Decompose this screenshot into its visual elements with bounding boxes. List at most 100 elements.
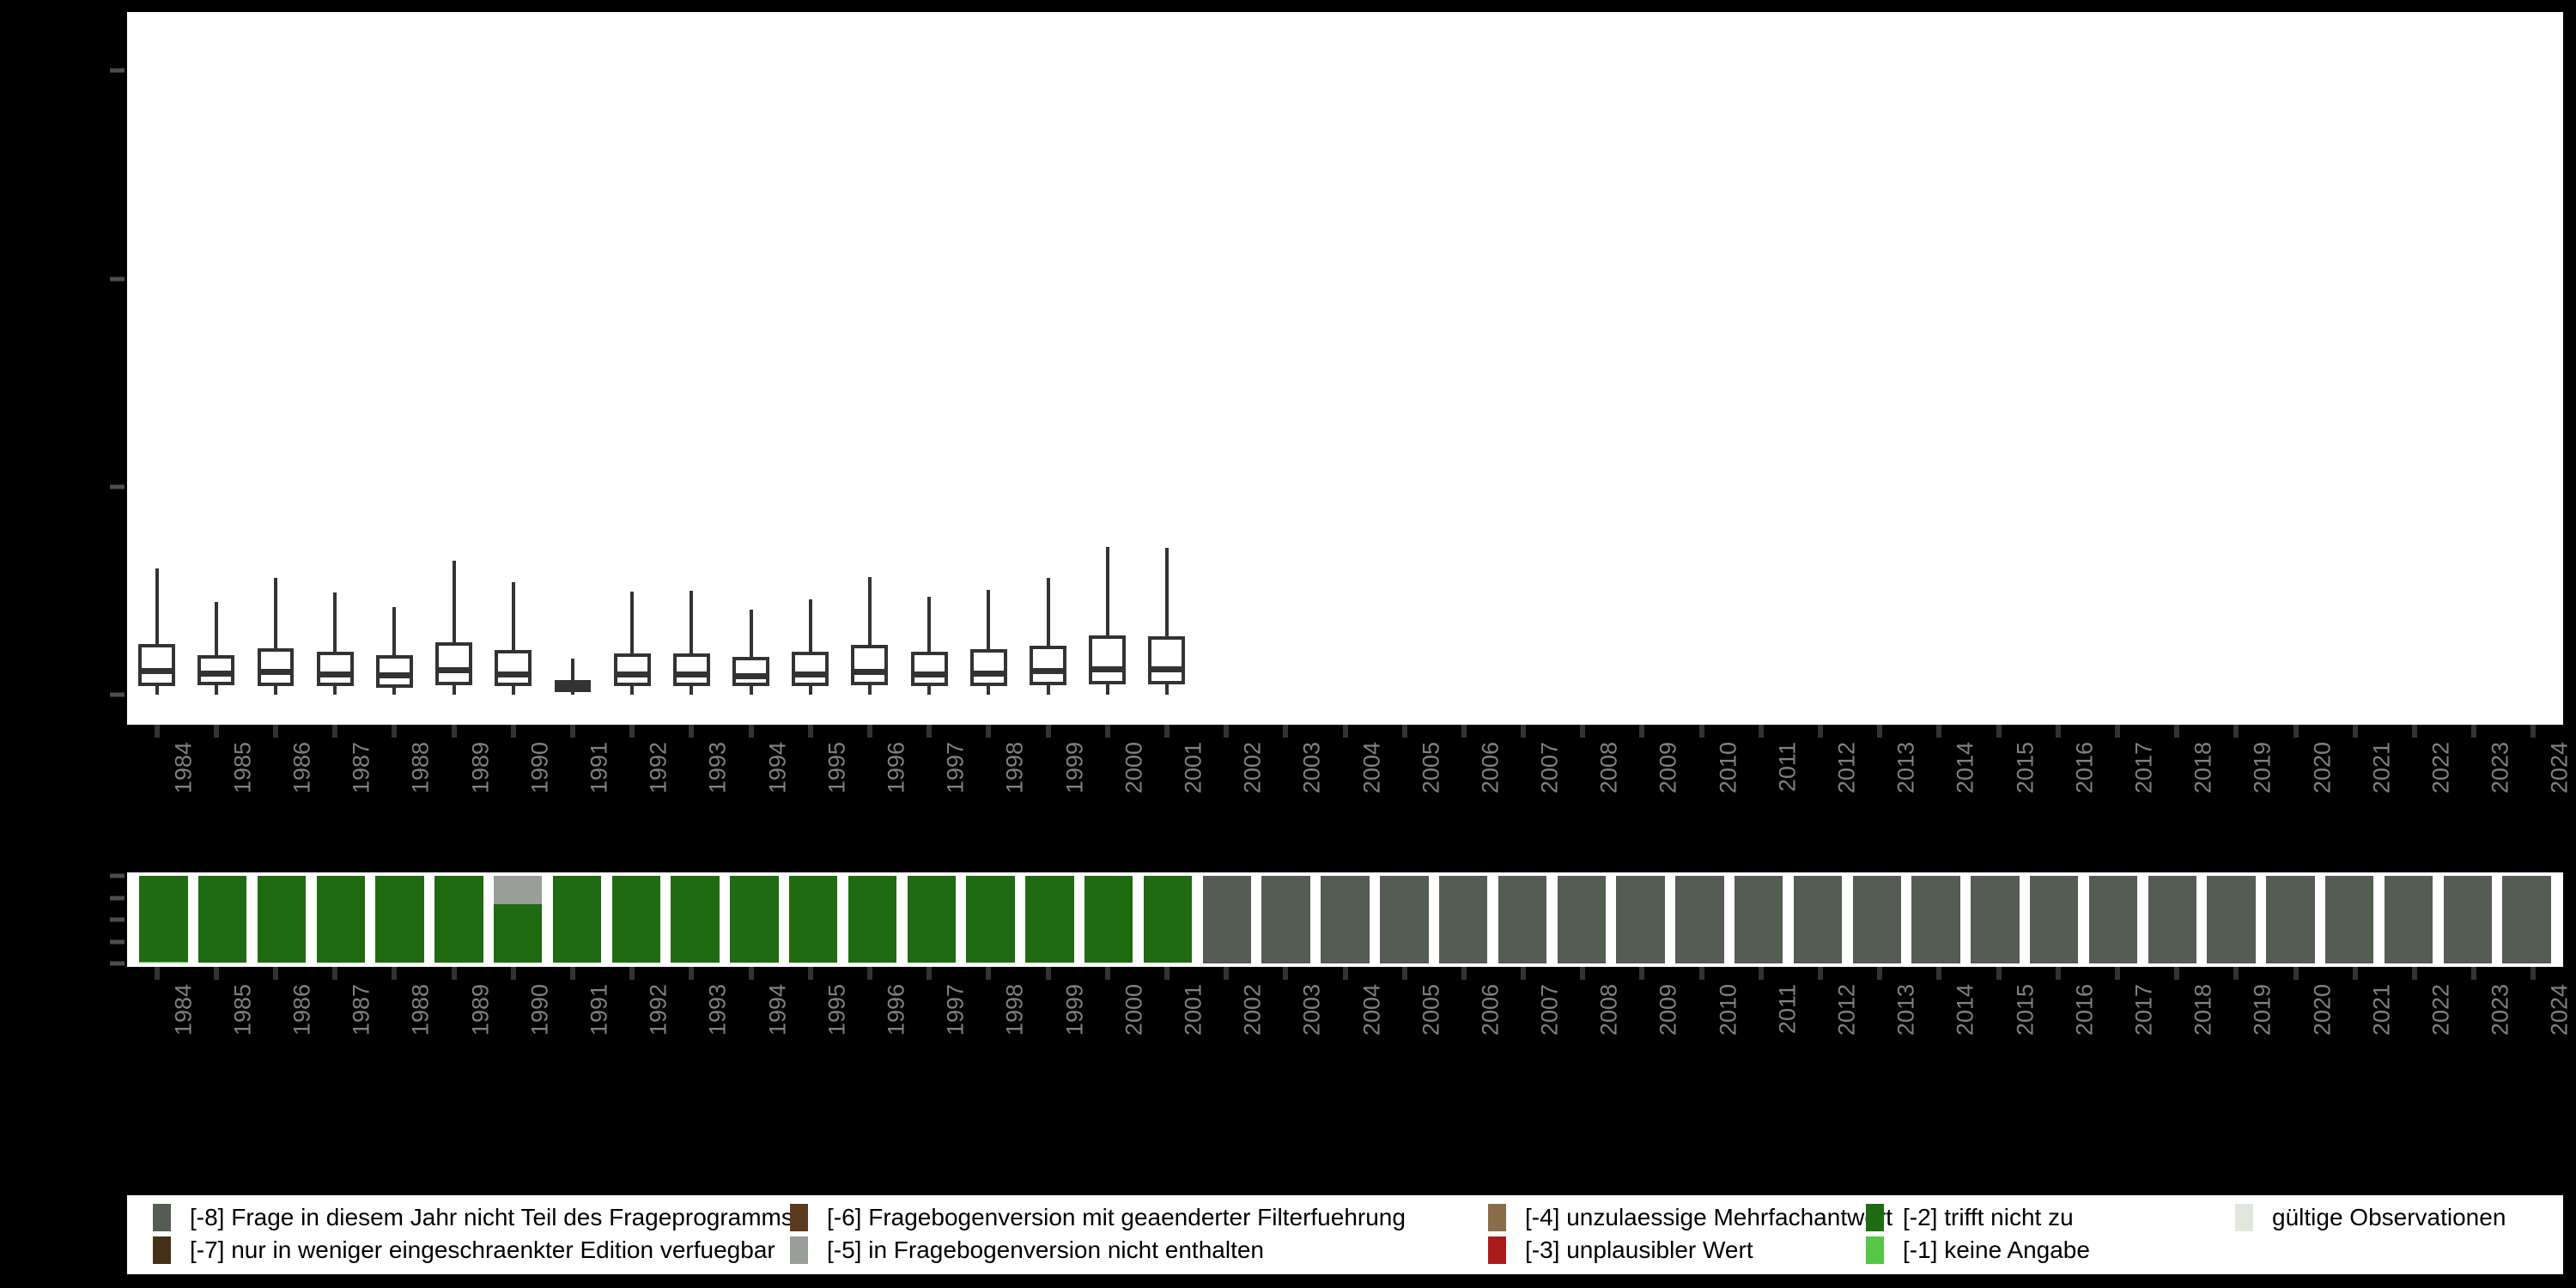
- stacked-bar-2013[interactable]: [1852, 876, 1901, 963]
- legend-label--6: [-6] Fragebogenversion mit geaenderter F…: [827, 1204, 1406, 1230]
- stacked-bar-2003[interactable]: [1261, 876, 1310, 963]
- whisker-upper: [1105, 547, 1109, 635]
- legend-item--4[interactable]: [-4] unzulaessige Mehrfachantwort: [1488, 1203, 1893, 1232]
- x-tick-label: 2017: [2130, 984, 2157, 1036]
- stacked-bar-1987[interactable]: [316, 876, 365, 963]
- x-tick-mark: [1342, 967, 1348, 980]
- bar-segment-valid: [197, 962, 247, 963]
- x-tick-label: 2015: [2012, 984, 2038, 1036]
- stacked-bar-2000[interactable]: [1084, 876, 1133, 963]
- box-iqr: [672, 653, 710, 687]
- stacked-bar-2004[interactable]: [1321, 876, 1370, 963]
- stacked-bar-2020[interactable]: [2266, 876, 2315, 963]
- chart-legend: [-8] Frage in diesem Jahr nicht Teil des…: [127, 1195, 2563, 1274]
- bar-segment-valid: [966, 962, 1015, 963]
- stacked-bar-2006[interactable]: [1438, 876, 1488, 963]
- stacked-bar-1995[interactable]: [789, 876, 838, 963]
- x-tick-mark: [1996, 725, 2002, 738]
- median-line: [672, 671, 710, 677]
- stacked-bar-2018[interactable]: [2148, 876, 2196, 963]
- legend-swatch-valid: [2235, 1204, 2253, 1231]
- legend-item--2[interactable]: [-2] trifft nicht zu: [1866, 1203, 2074, 1232]
- bar-segment--8: [2207, 876, 2256, 963]
- stacked-bar-1994[interactable]: [730, 876, 779, 963]
- stacked-bar-1993[interactable]: [671, 876, 720, 963]
- stacked-bar-2015[interactable]: [1971, 876, 2020, 963]
- stacked-bar-2009[interactable]: [1616, 876, 1665, 963]
- legend-item--6[interactable]: [-6] Fragebogenversion mit geaenderter F…: [790, 1203, 1406, 1232]
- stacked-bar-1989[interactable]: [434, 876, 483, 963]
- x-tick-mark: [689, 725, 695, 738]
- stacked-bar-1984[interactable]: [139, 876, 188, 963]
- x-tick-label: 2003: [1298, 984, 1325, 1036]
- whisker-upper: [155, 568, 159, 644]
- stacked-bar-1985[interactable]: [197, 876, 247, 963]
- stacked-bar-1998[interactable]: [966, 876, 1015, 963]
- x-tick-label: 2014: [1952, 984, 1978, 1036]
- bar-segment--8: [1380, 876, 1429, 963]
- stacked-bar-2023[interactable]: [2443, 876, 2492, 963]
- stacked-bar-1990[interactable]: [494, 876, 543, 963]
- boxplot-panel: [127, 12, 2563, 725]
- stacked-bar-2010[interactable]: [1675, 876, 1724, 963]
- x-tick-mark: [392, 967, 398, 980]
- x-tick-mark: [2055, 725, 2061, 738]
- x-tick-label: 2023: [2487, 742, 2513, 794]
- legend-item--8[interactable]: [-8] Frage in diesem Jahr nicht Teil des…: [153, 1203, 793, 1232]
- median-line: [969, 670, 1007, 677]
- x-tick-mark: [1401, 967, 1407, 980]
- stacked-bar-1996[interactable]: [848, 876, 897, 963]
- legend-label--1: [-1] keine Angabe: [1903, 1236, 2090, 1263]
- stacked-bar-2024[interactable]: [2502, 876, 2551, 963]
- x-tick-mark: [154, 725, 160, 738]
- stacked-bar-2022[interactable]: [2384, 876, 2433, 963]
- legend-item--3[interactable]: [-3] unplausibler Wert: [1488, 1236, 1753, 1265]
- legend-item-valid[interactable]: gültige Observationen: [2235, 1203, 2506, 1232]
- x-tick-mark: [1996, 967, 2002, 980]
- stacked-bar-2014[interactable]: [1911, 876, 1960, 963]
- x-tick-mark: [510, 725, 516, 738]
- x-tick-mark: [748, 725, 754, 738]
- box-iqr: [613, 653, 651, 687]
- stacked-bar-2002[interactable]: [1202, 876, 1252, 963]
- stacked-bar-2019[interactable]: [2207, 876, 2256, 963]
- stacked-bar-2001[interactable]: [1143, 876, 1193, 963]
- x-tick-label: 2007: [1536, 742, 1563, 794]
- median-line: [316, 671, 354, 677]
- stacked-bar-2011[interactable]: [1734, 876, 1783, 963]
- bar-segment--2: [730, 876, 779, 963]
- bar-segment--2: [375, 876, 424, 963]
- stacked-bar-2008[interactable]: [1557, 876, 1606, 963]
- stacked-bar-2016[interactable]: [2029, 876, 2079, 963]
- x-tick-label: 2010: [1715, 984, 1741, 1036]
- stacked-bar-2012[interactable]: [1793, 876, 1843, 963]
- legend-item--7[interactable]: [-7] nur in weniger eingeschraenkter Edi…: [153, 1236, 775, 1265]
- stacked-bar-2005[interactable]: [1380, 876, 1429, 963]
- x-tick-label: 2014: [1952, 742, 1978, 794]
- x-tick-mark: [2530, 725, 2537, 738]
- bar-segment--8: [1498, 876, 1547, 963]
- stacked-bar-1997[interactable]: [907, 876, 957, 963]
- box-iqr: [375, 654, 413, 688]
- x-tick-mark: [1342, 725, 1348, 738]
- x-tick-mark: [1521, 725, 1527, 738]
- legend-item--1[interactable]: [-1] keine Angabe: [1866, 1236, 2090, 1265]
- x-tick-mark: [1283, 967, 1289, 980]
- x-tick-mark: [2471, 725, 2477, 738]
- stacked-bar-2021[interactable]: [2324, 876, 2374, 963]
- whisker-upper: [511, 582, 515, 650]
- stacked-bar-1986[interactable]: [257, 876, 307, 963]
- stacked-bar-1992[interactable]: [611, 876, 661, 963]
- stacked-bar-1988[interactable]: [375, 876, 424, 963]
- stacked-bar-1999[interactable]: [1025, 876, 1074, 963]
- stacked-bar-2007[interactable]: [1498, 876, 1547, 963]
- stacked-bar-1991[interactable]: [552, 876, 602, 963]
- bar-segment--8: [2266, 876, 2315, 963]
- x-tick-label: 2013: [1893, 742, 1919, 794]
- legend-item--5[interactable]: [-5] in Fragebogenversion nicht enthalte…: [790, 1236, 1264, 1265]
- median-line: [197, 670, 235, 677]
- stacked-bar-2017[interactable]: [2088, 876, 2138, 963]
- bar-segment-valid: [316, 962, 365, 963]
- x-tick-mark: [392, 725, 398, 738]
- x-tick-mark: [1461, 725, 1467, 738]
